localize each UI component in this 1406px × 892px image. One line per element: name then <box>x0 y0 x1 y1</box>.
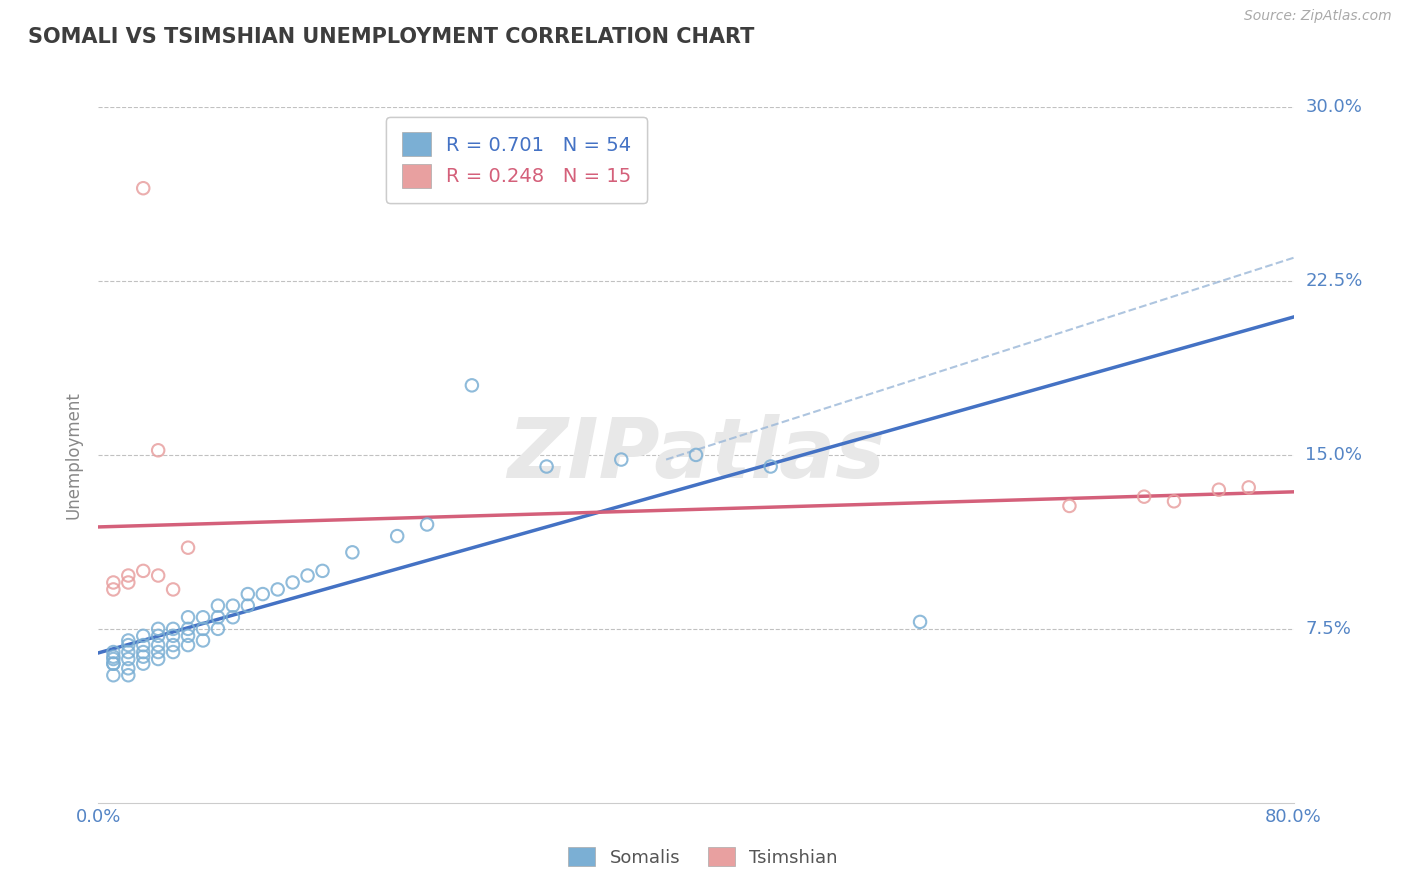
Point <box>222 599 245 613</box>
Point <box>685 448 707 462</box>
Point <box>132 649 155 664</box>
Text: 30.0%: 30.0% <box>1305 98 1362 116</box>
Point <box>117 633 139 648</box>
Point <box>148 629 170 643</box>
Point <box>267 582 290 597</box>
Point <box>117 661 139 675</box>
Point <box>132 629 155 643</box>
Point <box>222 610 245 624</box>
Point <box>148 443 170 458</box>
Point <box>103 652 125 666</box>
Point <box>311 564 333 578</box>
Point <box>132 657 155 671</box>
Point <box>148 645 170 659</box>
Point <box>385 529 409 543</box>
Point <box>207 622 229 636</box>
Point <box>162 622 184 636</box>
Point <box>132 645 155 659</box>
Point <box>908 615 931 629</box>
Point <box>132 181 155 195</box>
Point <box>252 587 274 601</box>
Point <box>103 575 125 590</box>
Point <box>177 622 200 636</box>
Point <box>117 568 139 582</box>
Point <box>148 638 170 652</box>
Point <box>236 587 259 601</box>
Point <box>536 459 558 474</box>
Point <box>162 582 184 597</box>
Point <box>236 599 259 613</box>
Point <box>191 622 214 636</box>
Point <box>1059 499 1081 513</box>
Point <box>177 541 200 555</box>
Legend: Somalis, Tsimshian: Somalis, Tsimshian <box>561 840 845 874</box>
Point <box>191 610 214 624</box>
Point <box>103 645 125 659</box>
Point <box>759 459 782 474</box>
Point <box>1208 483 1230 497</box>
Point <box>461 378 484 392</box>
Point <box>117 575 139 590</box>
Point <box>117 668 139 682</box>
Point <box>1237 480 1260 494</box>
Point <box>342 545 364 559</box>
Point <box>191 633 214 648</box>
Point <box>103 649 125 664</box>
Text: ZIPatlas: ZIPatlas <box>508 415 884 495</box>
Point <box>162 638 184 652</box>
Point <box>1163 494 1185 508</box>
Point <box>1133 490 1156 504</box>
Point <box>207 610 229 624</box>
Legend: R = 0.701   N = 54, R = 0.248   N = 15: R = 0.701 N = 54, R = 0.248 N = 15 <box>387 117 647 203</box>
Point <box>103 657 125 671</box>
Point <box>148 652 170 666</box>
Point <box>162 645 184 659</box>
Point <box>103 668 125 682</box>
Point <box>177 638 200 652</box>
Point <box>132 564 155 578</box>
Point <box>117 645 139 659</box>
Point <box>177 610 200 624</box>
Point <box>610 452 633 467</box>
Point <box>148 622 170 636</box>
Text: 22.5%: 22.5% <box>1305 272 1362 290</box>
Point <box>103 582 125 597</box>
Point <box>297 568 319 582</box>
Text: SOMALI VS TSIMSHIAN UNEMPLOYMENT CORRELATION CHART: SOMALI VS TSIMSHIAN UNEMPLOYMENT CORRELA… <box>28 27 755 46</box>
Point <box>281 575 304 590</box>
Y-axis label: Unemployment: Unemployment <box>65 391 83 519</box>
Point <box>117 652 139 666</box>
Text: Source: ZipAtlas.com: Source: ZipAtlas.com <box>1244 9 1392 23</box>
Point <box>162 629 184 643</box>
Text: 7.5%: 7.5% <box>1305 620 1351 638</box>
Point <box>207 599 229 613</box>
Text: 15.0%: 15.0% <box>1305 446 1362 464</box>
Point <box>177 629 200 643</box>
Point <box>416 517 439 532</box>
Point <box>148 568 170 582</box>
Point <box>117 638 139 652</box>
Point <box>103 657 125 671</box>
Point <box>132 638 155 652</box>
